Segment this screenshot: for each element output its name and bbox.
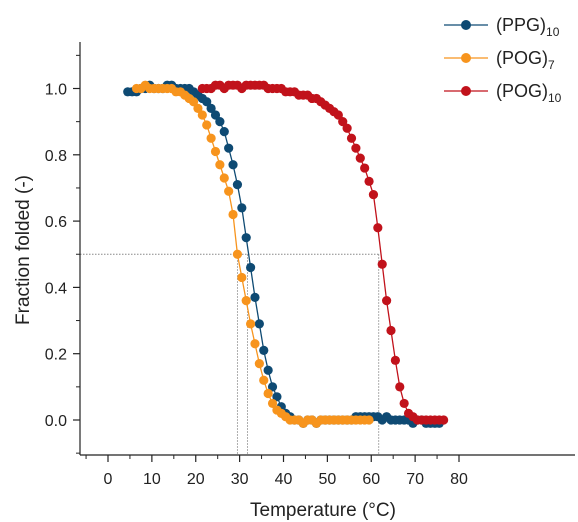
legend-label-main: (PPG) [496, 15, 546, 35]
legend-item: (POG)10 [444, 81, 562, 105]
data-point [259, 345, 269, 355]
y-tick-label: 0.2 [45, 347, 67, 364]
data-point [188, 97, 199, 107]
y-tick-label: 0.6 [45, 214, 67, 231]
legend-item: (POG)7 [444, 48, 555, 72]
legend-marker [461, 53, 471, 63]
x-tick-label: 30 [231, 471, 249, 488]
x-tick-label: 0 [104, 471, 113, 488]
legend-label-main: (POG) [496, 81, 548, 101]
data-point [202, 120, 212, 130]
data-point [250, 339, 260, 349]
data-point [254, 359, 264, 369]
legend: (PPG)10(POG)7(POG)10 [444, 15, 562, 105]
data-point [245, 319, 256, 329]
data-point [219, 173, 229, 183]
data-point [351, 143, 361, 153]
y-ticks: 0.0 0.2 0.4 0.6 0.8 1.0 [45, 54, 80, 454]
data-point [360, 163, 370, 173]
series-2 [131, 80, 374, 428]
data-point [224, 143, 234, 153]
data-point [390, 355, 400, 365]
data-point [219, 127, 229, 137]
x-tick-label: 10 [143, 471, 161, 488]
data-point [333, 110, 343, 120]
y-tick-label: 0.8 [45, 148, 67, 165]
legend-label: (PPG)10 [496, 15, 560, 39]
data-point [399, 398, 409, 409]
data-point [197, 110, 207, 120]
x-tick-label: 40 [275, 471, 293, 488]
data-point [245, 262, 256, 273]
y-axis-title: Fraction folded (-) [13, 175, 34, 325]
y-tick-label: 0.4 [45, 280, 67, 297]
data-point [386, 325, 396, 336]
legend-label: (POG)7 [496, 48, 555, 72]
series-layer [123, 80, 449, 428]
x-axis-title: Temperature (°C) [250, 500, 396, 521]
data-point [346, 133, 357, 143]
x-tick-label: 20 [187, 471, 205, 488]
data-point [263, 388, 273, 399]
x-tick-label: 60 [362, 471, 380, 488]
data-point [206, 133, 216, 143]
data-point [342, 123, 352, 133]
data-point [241, 296, 251, 306]
data-point [373, 223, 383, 233]
data-point [210, 110, 221, 120]
x-tick-label: 50 [318, 471, 336, 488]
reference-lines [80, 253, 380, 455]
data-point [355, 153, 365, 163]
data-point [224, 186, 234, 196]
data-point [364, 176, 374, 186]
y-tick-label: 1.0 [45, 82, 67, 99]
legend-item: (PPG)10 [444, 15, 560, 39]
data-point [237, 272, 247, 283]
data-point [267, 398, 278, 409]
data-point [364, 415, 374, 425]
data-point [228, 160, 238, 170]
series-3 [197, 80, 449, 425]
data-point [241, 233, 251, 243]
data-point [395, 382, 405, 392]
data-point [368, 189, 379, 200]
data-point [215, 160, 225, 170]
data-point [250, 292, 260, 302]
data-point [439, 415, 449, 425]
data-point [232, 249, 243, 259]
legend-label: (POG)10 [496, 81, 562, 105]
legend-marker [461, 86, 471, 96]
data-point [193, 103, 203, 113]
legend-marker [461, 20, 471, 30]
data-point [272, 392, 282, 402]
data-point [202, 97, 212, 107]
legend-label-subscript: 10 [548, 91, 562, 105]
data-point [259, 375, 269, 385]
legend-label-main: (POG) [496, 48, 548, 68]
x-ticks: 0 10 20 30 40 50 60 70 80 [85, 455, 468, 488]
data-point [267, 382, 278, 392]
data-point [210, 146, 221, 157]
data-point [232, 180, 243, 190]
legend-label-subscript: 10 [546, 25, 560, 39]
data-point [377, 259, 387, 269]
legend-label-subscript: 7 [548, 58, 555, 72]
data-point [215, 117, 225, 127]
data-point [228, 209, 238, 220]
data-point [237, 203, 247, 213]
data-point [206, 103, 216, 113]
data-point [263, 365, 273, 375]
y-tick-label: 0.0 [45, 413, 67, 430]
data-point [382, 296, 392, 306]
x-tick-label: 70 [406, 471, 424, 488]
data-point [338, 117, 348, 127]
data-point [254, 319, 264, 329]
x-tick-label: 80 [450, 471, 468, 488]
